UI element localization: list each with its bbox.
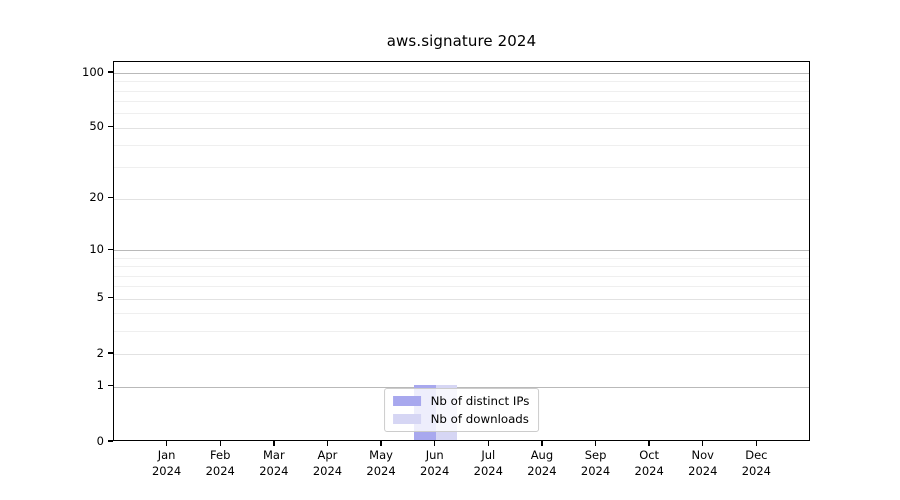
x-tick-mark-jun bbox=[433, 441, 436, 446]
x-tick-label-oct: Oct 2024 bbox=[634, 448, 664, 478]
y-tick-mark-100 bbox=[108, 71, 113, 73]
x-tick-mark-mar bbox=[273, 441, 275, 446]
x-tick-mark-may bbox=[380, 441, 382, 446]
x-tick-label-may: May 2024 bbox=[366, 448, 396, 478]
minor-gridline-8 bbox=[114, 266, 809, 268]
minor-gridline-90 bbox=[114, 81, 809, 83]
x-tick-mark-apr bbox=[326, 441, 329, 446]
minor-gridline-40 bbox=[114, 145, 809, 147]
y-tick-mark-2 bbox=[108, 352, 113, 354]
y-tick-mark-10 bbox=[108, 248, 113, 250]
y-tick-label-10: 10 bbox=[89, 241, 104, 256]
x-tick-mark-jan bbox=[165, 441, 168, 446]
y-tick-label-50: 50 bbox=[89, 119, 104, 134]
x-tick-mark-aug bbox=[541, 441, 543, 446]
y-tick-label-20: 20 bbox=[89, 190, 104, 205]
y-tick-mark-20 bbox=[108, 196, 113, 199]
minor-gridline-30 bbox=[114, 167, 809, 169]
x-tick-label-nov: Nov 2024 bbox=[688, 448, 718, 478]
x-tick-label-feb: Feb 2024 bbox=[205, 448, 235, 478]
y-tick-label-1: 1 bbox=[96, 378, 104, 393]
minor-gridline-7 bbox=[114, 275, 809, 277]
gridline-100 bbox=[114, 73, 809, 75]
minor-gridline-9 bbox=[114, 257, 809, 259]
x-tick-mark-oct bbox=[648, 441, 650, 446]
y-tick-label-100: 100 bbox=[82, 64, 104, 79]
minor-gridline-70 bbox=[114, 101, 809, 103]
gridline-50 bbox=[114, 127, 809, 129]
x-tick-label-jul: Jul 2024 bbox=[473, 448, 503, 478]
y-tick-label-5: 5 bbox=[96, 290, 104, 305]
x-tick-label-sep: Sep 2024 bbox=[580, 448, 611, 478]
x-tick-mark-jul bbox=[487, 441, 489, 446]
x-tick-label-apr: Apr 2024 bbox=[312, 448, 343, 478]
plot-area: Nb of distinct IPs Nb of downloads bbox=[113, 61, 810, 441]
minor-gridline-6 bbox=[114, 286, 809, 288]
y-tick-label-0: 0 bbox=[96, 433, 104, 448]
chart-title: aws.signature 2024 bbox=[386, 32, 537, 50]
x-tick-mark-dec bbox=[755, 441, 758, 446]
x-tick-label-mar: Mar 2024 bbox=[259, 448, 289, 478]
x-tick-mark-feb bbox=[219, 441, 221, 446]
y-tick-mark-5 bbox=[108, 297, 113, 299]
gridline-1 bbox=[114, 386, 809, 388]
x-tick-label-jan: Jan 2024 bbox=[151, 448, 182, 478]
legend-entry-distinct-ips: Nb of distinct IPs bbox=[392, 394, 530, 408]
gridline-10 bbox=[114, 250, 809, 252]
legend: Nb of distinct IPs Nb of downloads bbox=[383, 388, 540, 432]
legend-swatch-downloads-icon bbox=[392, 414, 421, 424]
legend-swatch-distinct-ips-icon bbox=[392, 396, 421, 406]
minor-gridline-60 bbox=[114, 113, 809, 115]
y-tick-mark-50 bbox=[108, 125, 113, 128]
legend-entry-downloads: Nb of downloads bbox=[392, 412, 530, 426]
legend-label-downloads: Nb of downloads bbox=[430, 412, 529, 426]
y-tick-mark-0 bbox=[108, 440, 113, 442]
minor-gridline-80 bbox=[114, 90, 809, 92]
x-tick-mark-nov bbox=[702, 441, 704, 446]
minor-gridline-3 bbox=[114, 331, 809, 333]
legend-label-distinct-ips: Nb of distinct IPs bbox=[430, 394, 530, 408]
gridline-5 bbox=[114, 298, 809, 300]
x-tick-label-dec: Dec 2024 bbox=[741, 448, 772, 478]
gridline-20 bbox=[114, 198, 809, 200]
gridline-2 bbox=[114, 354, 809, 356]
x-tick-label-jun: Jun 2024 bbox=[420, 448, 450, 478]
x-tick-mark-sep bbox=[594, 441, 597, 446]
minor-gridline-4 bbox=[114, 313, 809, 315]
y-tick-mark-1 bbox=[108, 384, 113, 387]
y-tick-label-2: 2 bbox=[96, 345, 104, 360]
x-tick-label-aug: Aug 2024 bbox=[527, 448, 557, 478]
